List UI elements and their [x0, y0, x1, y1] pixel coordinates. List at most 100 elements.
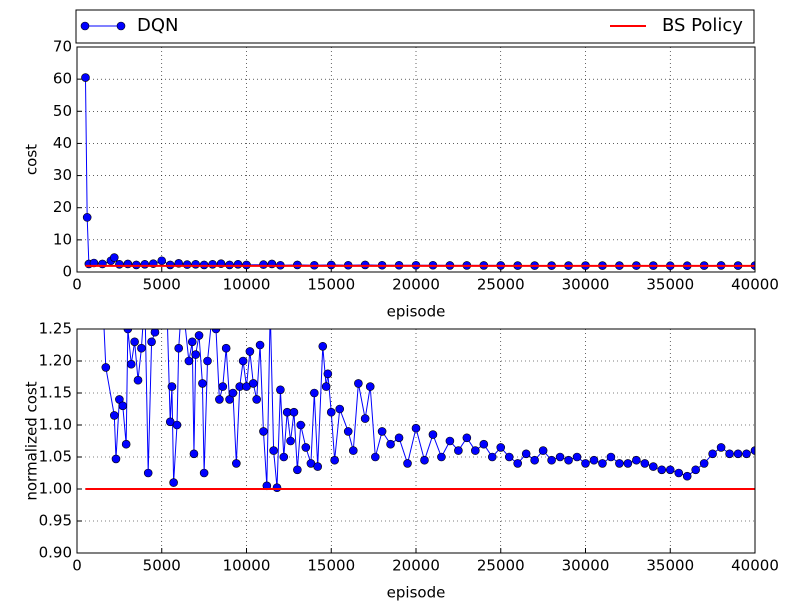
data-point: [420, 455, 429, 465]
data-point: [437, 452, 446, 462]
data-point: [203, 356, 212, 366]
data-point: [555, 452, 565, 462]
data-point: [386, 439, 395, 449]
x-axis-label: episode: [387, 303, 446, 321]
x-tick-label: 5000: [143, 557, 181, 575]
x-tick-label: 25000: [477, 276, 525, 294]
data-point: [233, 259, 243, 269]
data-point: [454, 446, 463, 455]
data-point: [158, 293, 166, 301]
data-point: [445, 436, 455, 446]
data-point: [572, 452, 582, 462]
data-point: [623, 459, 633, 468]
data-point: [606, 452, 616, 462]
data-point: [215, 395, 224, 404]
data-point: [272, 483, 282, 493]
data-point: [238, 356, 248, 366]
y-tick-label: 20: [53, 198, 72, 216]
data-point: [169, 478, 178, 487]
x-tick-label: 25000: [477, 557, 525, 575]
data-point: [276, 385, 285, 395]
data-point: [313, 462, 322, 471]
x-tick-label: 5000: [143, 276, 181, 294]
data-point: [191, 350, 200, 359]
data-point: [742, 449, 751, 459]
x-tick-label: 30000: [562, 276, 610, 294]
data-point: [182, 260, 192, 269]
x-tick-label: 10000: [223, 276, 271, 294]
data-point: [371, 452, 380, 462]
data-point: [252, 395, 261, 404]
data-point: [691, 465, 700, 475]
x-tick-label: 40000: [731, 276, 779, 294]
data-point: [266, 306, 274, 314]
data-point: [178, 293, 186, 301]
data-point: [496, 443, 506, 452]
data-point: [716, 443, 726, 452]
data-point: [221, 343, 231, 353]
data-point: [360, 414, 370, 423]
data-point: [615, 459, 624, 468]
x-tick-label: 15000: [307, 557, 355, 575]
data-point: [259, 427, 268, 436]
series-line: [103, 329, 755, 488]
data-point: [248, 379, 258, 388]
data-point: [354, 379, 363, 388]
data-point: [140, 259, 150, 269]
data-point: [326, 407, 336, 417]
data-point: [137, 343, 146, 353]
data-point: [411, 423, 421, 433]
y-axis-label: normalized cost: [23, 381, 41, 500]
x-tick-label: 35000: [646, 557, 694, 575]
data-point: [111, 454, 121, 464]
data-point: [109, 411, 119, 420]
data-point: [301, 443, 311, 452]
y-axis-label: cost: [23, 144, 41, 175]
data-point: [109, 253, 119, 262]
legend-marker: [116, 21, 126, 31]
data-point: [194, 331, 204, 340]
y-tick-label: 40: [53, 134, 72, 152]
data-point: [674, 468, 684, 478]
data-point: [228, 388, 238, 398]
data-point: [530, 455, 539, 465]
data-point: [365, 382, 375, 391]
data-point: [147, 337, 156, 347]
data-point: [589, 455, 599, 465]
data-point: [187, 337, 197, 347]
data-point: [198, 379, 207, 388]
data-point: [598, 459, 607, 468]
data-point: [245, 347, 255, 356]
data-point: [172, 420, 182, 430]
data-point: [547, 455, 556, 465]
data-point: [632, 455, 641, 465]
data-point: [118, 401, 128, 411]
data-point: [377, 427, 387, 436]
legend-box: [75, 9, 755, 44]
y-tick-label: 70: [53, 38, 72, 56]
data-point: [184, 356, 194, 366]
data-point: [81, 73, 90, 82]
data-point: [699, 459, 709, 468]
data-point: [521, 449, 531, 459]
x-tick-label: 0: [72, 276, 82, 294]
data-point: [471, 446, 480, 455]
data-point: [335, 404, 345, 414]
plot-area: [81, 73, 755, 271]
y-tick-label: 60: [53, 70, 72, 88]
y-tick-label: 0.95: [39, 512, 72, 530]
data-point: [657, 465, 667, 475]
data-point: [157, 256, 167, 266]
data-point: [101, 363, 111, 372]
data-point: [255, 340, 265, 350]
data-point: [189, 449, 199, 459]
data-point: [208, 259, 217, 269]
legend-label: BS Policy: [662, 15, 743, 36]
data-point: [733, 449, 743, 459]
data-point: [209, 306, 217, 314]
data-point: [293, 465, 302, 475]
data-point: [121, 439, 131, 449]
data-point: [199, 468, 209, 478]
data-point: [538, 446, 548, 455]
